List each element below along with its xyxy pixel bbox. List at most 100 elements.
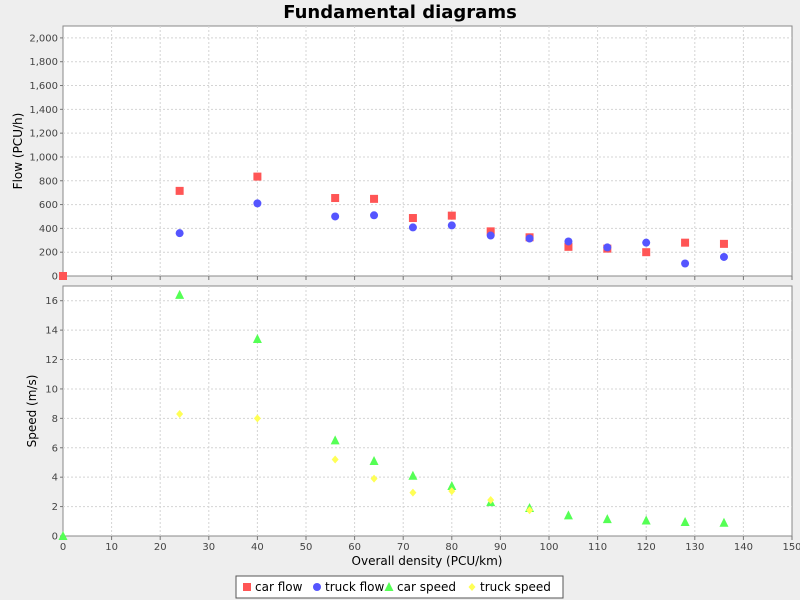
- truck-flow-point: [525, 234, 534, 243]
- flow-y-tick-label: 400: [39, 224, 58, 235]
- speed-y-tick-label: 2: [52, 502, 58, 513]
- car-speed-point: [563, 510, 573, 520]
- car-flow-point: [331, 194, 340, 203]
- speed-y-tick-label: 10: [45, 384, 58, 395]
- legend-truck-speed-marker: [468, 583, 476, 591]
- truck-speed-point: [448, 487, 456, 496]
- truck-flow-point: [719, 252, 728, 261]
- x-tick-label: 120: [637, 542, 656, 553]
- x-tick-label: 70: [397, 542, 410, 553]
- car-flow-point: [642, 248, 651, 257]
- car-flow-point: [486, 227, 495, 236]
- legend-car-speed-marker: [384, 582, 394, 591]
- legend-car-flow-label: car flow: [255, 580, 303, 594]
- car-speed-point: [447, 481, 457, 490]
- truck-flow-point: [331, 212, 340, 221]
- truck-flow-point: [370, 211, 379, 220]
- truck-flow-point: [564, 237, 573, 246]
- truck-speed-point: [370, 474, 378, 483]
- x-tick-label: 10: [105, 542, 118, 553]
- x-tick-label: 50: [300, 542, 313, 553]
- truck-flow-point: [175, 229, 184, 238]
- x-tick-label: 110: [588, 542, 607, 553]
- flow-y-tick-label: 1,000: [29, 152, 58, 163]
- truck-speed-point: [487, 495, 495, 504]
- truck-speed-point: [526, 506, 534, 515]
- flow-plot-area: [62, 25, 793, 277]
- x-tick-label: 130: [685, 542, 704, 553]
- legend: car flow truck flow car speed truck speed: [235, 575, 564, 599]
- car-flow-point: [59, 272, 67, 280]
- car-speed-point: [58, 531, 68, 540]
- car-flow-point: [719, 239, 728, 248]
- x-tick-label: 0: [60, 542, 66, 553]
- legend-box: [235, 575, 564, 599]
- car-flow-point: [564, 242, 573, 251]
- speed-y-tick-label: 16: [45, 296, 58, 307]
- flow-y-tick-label: 1,400: [29, 105, 58, 116]
- car-speed-point: [680, 517, 690, 527]
- truck-speed-point: [176, 409, 184, 418]
- truck-speed-point: [253, 414, 261, 423]
- truck-flow-point: [447, 221, 456, 230]
- x-tick-label: 30: [202, 542, 215, 553]
- truck-speed-point: [331, 455, 339, 464]
- x-tick-label: 20: [154, 542, 167, 553]
- car-flow-point: [370, 194, 379, 203]
- car-flow-point: [447, 211, 456, 220]
- x-axis-label: Overall density (PCU/km): [352, 554, 503, 568]
- speed-y-axis-label: Speed (m/s): [25, 375, 39, 448]
- x-tick-label: 60: [348, 542, 361, 553]
- car-speed-point: [719, 517, 729, 527]
- truck-flow-point: [603, 243, 612, 252]
- speed-y-tick-label: 0: [52, 532, 58, 543]
- car-flow-point: [175, 186, 184, 195]
- x-tick-label: 80: [445, 542, 458, 553]
- truck-flow-point: [642, 238, 651, 247]
- chart-title: Fundamental diagrams: [283, 2, 517, 23]
- flow-y-tick-label: 1,800: [29, 57, 58, 68]
- car-speed-point: [408, 470, 418, 480]
- flow-y-tick-label: 600: [39, 200, 58, 211]
- speed-y-tick-label: 14: [45, 326, 58, 337]
- speed-y-tick-label: 4: [52, 473, 58, 484]
- truck-flow-point: [408, 223, 417, 232]
- x-tick-label: 90: [494, 542, 507, 553]
- legend-truck-flow-label: truck flow: [325, 580, 385, 594]
- truck-flow-point: [681, 259, 690, 268]
- speed-y-tick-label: 6: [52, 443, 58, 454]
- car-speed-point: [602, 514, 612, 524]
- car-speed-point: [330, 435, 340, 445]
- flow-y-tick-label: 2,000: [29, 33, 58, 44]
- speed-plot: 0 2 4 6 8 10 12 14 16 0 10 20 30 40 50 60 70 80 90 100 110 1…: [25, 285, 800, 568]
- flow-y-axis-label: Flow (PCU/h): [11, 113, 25, 190]
- car-speed-point: [641, 515, 651, 525]
- flow-y-tick-label: 200: [39, 248, 58, 259]
- car-flow-point: [408, 214, 417, 223]
- flow-y-tick-label: 0: [52, 272, 58, 283]
- x-tick-label: 140: [734, 542, 753, 553]
- legend-car-speed-label: car speed: [397, 580, 456, 594]
- legend-truck-speed-label: truck speed: [480, 580, 551, 594]
- speed-plot-area: [62, 285, 793, 537]
- legend-truck-flow-marker: [313, 583, 321, 591]
- truck-flow-point: [486, 231, 495, 240]
- flow-y-tick-label: 1,600: [29, 81, 58, 92]
- car-speed-point: [369, 456, 379, 465]
- flow-y-tick-label: 800: [39, 176, 58, 187]
- truck-speed-point: [409, 488, 417, 497]
- legend-car-flow-marker: [243, 583, 251, 591]
- flow-plot: 0 200 400 600 800 1,000 1,200 1,400 1,600 1,800 2,…: [11, 25, 793, 283]
- car-speed-point: [252, 333, 262, 343]
- x-tick-label: 40: [251, 542, 264, 553]
- car-flow-point: [253, 172, 262, 181]
- speed-y-tick-label: 12: [45, 355, 58, 366]
- flow-y-tick-label: 1,200: [29, 129, 58, 140]
- x-tick-label: 100: [539, 542, 558, 553]
- x-tick-label: 150: [782, 542, 800, 553]
- truck-flow-point: [253, 199, 262, 208]
- car-flow-point: [681, 238, 690, 247]
- speed-y-tick-label: 8: [52, 414, 58, 425]
- car-speed-point: [175, 289, 185, 299]
